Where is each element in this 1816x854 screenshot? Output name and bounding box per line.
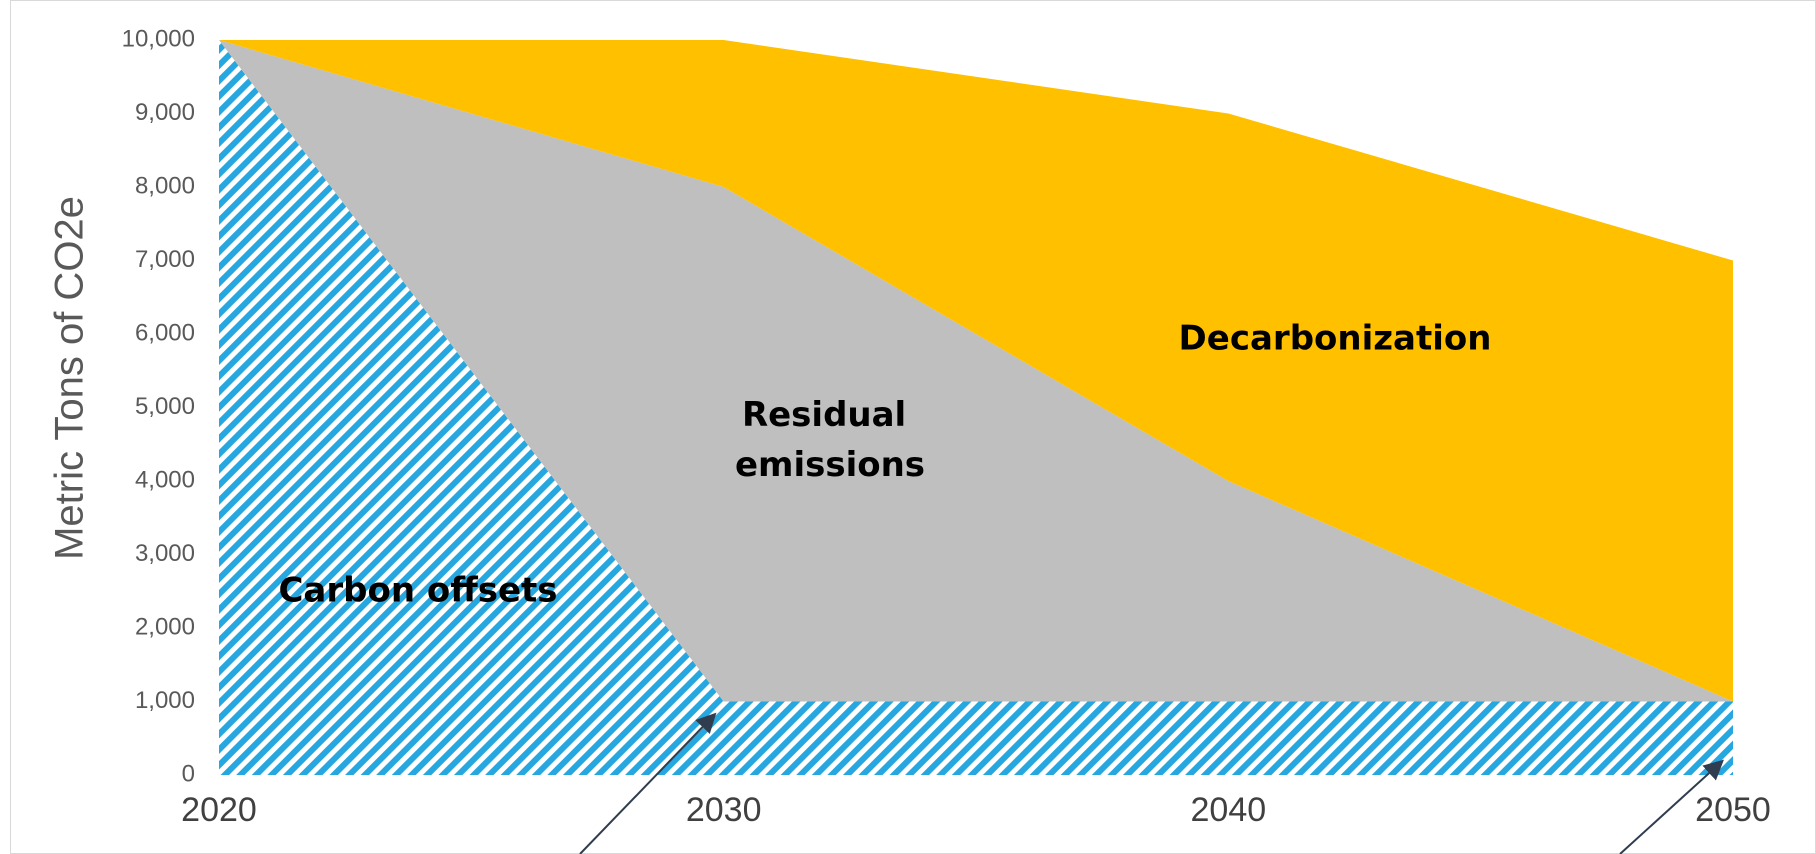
area-series-group	[219, 40, 1733, 775]
y-tick-label: 6,000	[135, 319, 195, 346]
y-tick-label: 9,000	[135, 99, 195, 126]
series-label-residual-line2: emissions	[735, 445, 925, 485]
series-label-residual-line1: Residual	[742, 395, 906, 435]
y-tick-label: 0	[182, 760, 195, 787]
y-tick-label: 8,000	[135, 172, 195, 199]
x-tick-label: 2050	[1695, 791, 1771, 829]
x-axis: 2020 2030 2040 2050	[181, 791, 1771, 829]
y-tick-label: 10,000	[122, 25, 195, 52]
y-tick-label: 4,000	[135, 466, 195, 493]
area-decarbonization	[219, 40, 1733, 702]
y-axis-label: Metric Tons of CO2e	[48, 196, 92, 560]
annotation-arrow	[1619, 759, 1724, 854]
area-residual-emissions	[219, 40, 1733, 702]
series-label-decarbonization: Decarbonization	[1179, 319, 1492, 359]
x-tick-label: 2040	[1191, 791, 1267, 829]
y-tick-label: 7,000	[135, 246, 195, 273]
y-tick-label: 5,000	[135, 393, 195, 420]
x-tick-label: 2030	[686, 791, 762, 829]
y-tick-label: 2,000	[135, 613, 195, 640]
series-label-carbon-offsets: Carbon offsets	[278, 571, 557, 611]
annotation-arrows	[579, 712, 1724, 854]
y-axis: 0 1,000 2,000 3,000 4,000 5,000 6,000 7,000 8,00…	[122, 25, 195, 787]
series-label-residual-emissions: Residual emissions	[735, 395, 925, 485]
x-tick-label: 2020	[181, 791, 257, 829]
area-labels: Carbon offsets Residual emissions Decarb…	[278, 319, 1491, 611]
y-tick-label: 3,000	[135, 540, 195, 567]
annotation-arrow	[579, 712, 717, 854]
area-carbon-offsets	[219, 40, 1733, 775]
y-tick-label: 1,000	[135, 687, 195, 714]
